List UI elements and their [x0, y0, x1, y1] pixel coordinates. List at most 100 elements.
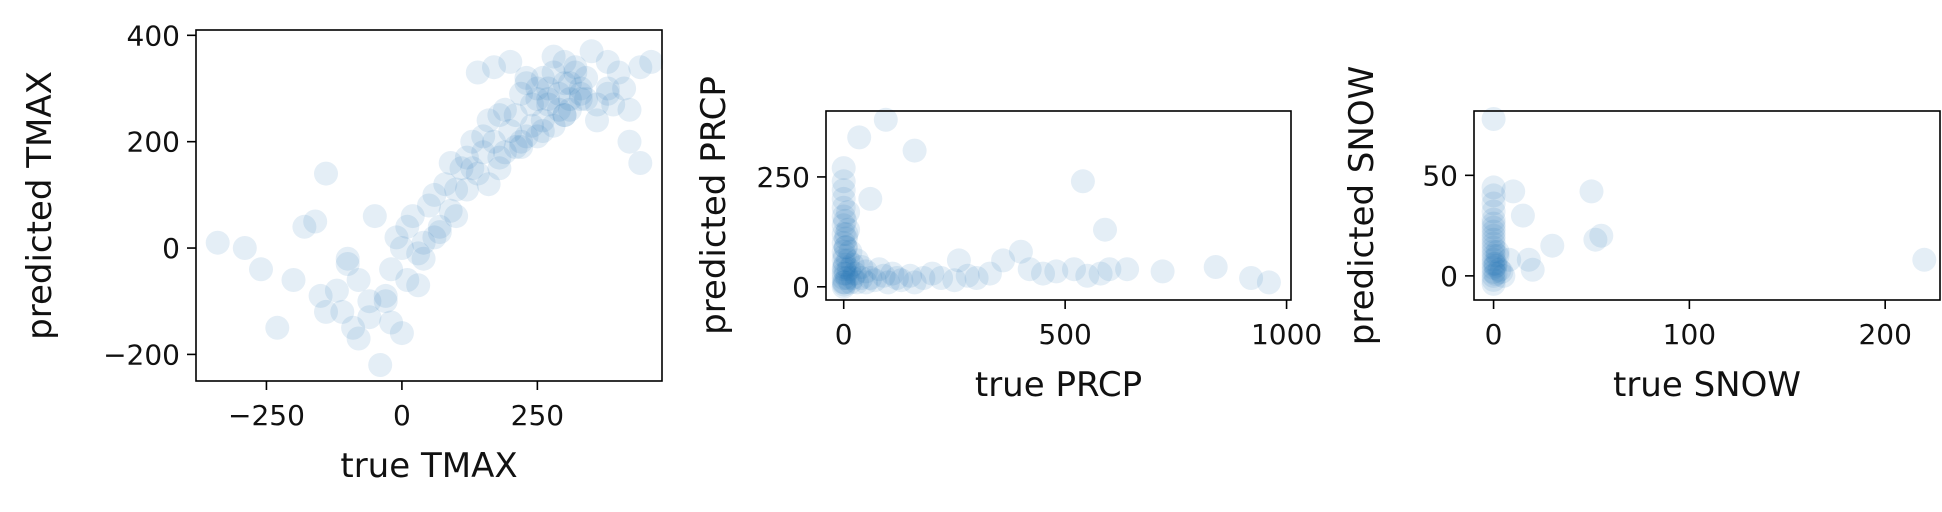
prcp-data-point	[831, 169, 856, 194]
prcp-data-point	[862, 268, 887, 293]
tmax-data-point	[639, 49, 664, 74]
tmax-x-tick-label: −250	[228, 399, 305, 432]
prcp-data-point	[847, 125, 872, 150]
prcp-data-point	[831, 248, 856, 273]
tmax-data-point	[384, 225, 409, 250]
snow-data-point	[1481, 175, 1506, 200]
prcp-data-point	[1070, 169, 1095, 194]
prcp-y-axis-label: predicted PRCP	[694, 76, 734, 335]
tmax-data-point	[557, 71, 582, 96]
prcp-data-point	[1150, 259, 1175, 284]
prcp-y-tick-label: 250	[757, 161, 810, 194]
tmax-data-point	[547, 97, 571, 122]
snow-scatter-panel: 0 100 200 0 50 true SNOW predicted SNOW	[1342, 66, 1941, 405]
snow-data-point	[1481, 199, 1506, 224]
tmax-data-point	[368, 353, 393, 377]
prcp-y-tick-label: 0	[792, 271, 810, 304]
tmax-data-point	[471, 124, 496, 149]
prcp-data-point	[836, 217, 861, 242]
tmax-data-point	[232, 236, 257, 260]
tmax-data-point	[444, 177, 469, 202]
tmax-data-point	[281, 268, 306, 292]
tmax-data-point	[449, 156, 474, 181]
snow-data-point	[1481, 191, 1506, 216]
tmax-data-point	[492, 97, 517, 122]
tmax-data-point	[536, 87, 561, 112]
tmax-data-point	[482, 55, 506, 80]
snow-y-axis-label: predicted SNOW	[1342, 66, 1382, 346]
prcp-data-point	[955, 263, 980, 288]
prcp-data-point	[842, 261, 867, 286]
prcp-data-point	[1031, 261, 1055, 286]
prcp-data-point	[853, 270, 878, 295]
tmax-data-point	[514, 124, 539, 149]
prcp-data-point	[831, 239, 856, 264]
tmax-y-tick-label: 400	[127, 19, 180, 52]
prcp-data-point	[845, 248, 869, 273]
snow-data-point	[1501, 179, 1526, 204]
tmax-data-point	[606, 60, 631, 85]
snow-data-point	[1483, 251, 1508, 276]
prcp-data-point	[845, 270, 869, 295]
prcp-data-point	[902, 270, 927, 295]
snow-data-point	[1579, 179, 1604, 204]
tmax-data-point	[617, 129, 642, 154]
tmax-data-point	[568, 76, 593, 101]
tmax-data-point	[411, 230, 436, 255]
snow-data-point	[1481, 207, 1506, 232]
snow-data-point	[1912, 247, 1937, 272]
tmax-data-point	[487, 156, 512, 181]
tmax-data-point	[406, 241, 431, 266]
prcp-data-point	[1017, 257, 1042, 282]
prcp-data-point	[946, 248, 971, 273]
prcp-data-point	[833, 226, 858, 251]
tmax-data-point	[314, 161, 338, 186]
prcp-data-point	[920, 261, 945, 286]
prcp-data-point	[858, 266, 883, 290]
prcp-data-point	[849, 255, 874, 279]
tmax-data-point	[395, 268, 420, 292]
tmax-data-point	[265, 315, 290, 340]
tmax-data-point	[498, 49, 523, 74]
tmax-data-point	[530, 108, 555, 133]
prcp-data-point	[1062, 257, 1086, 282]
tmax-y-tick-label: 0	[162, 232, 180, 265]
prcp-scatter-panel: 0 500 1000 0 250 true PRCP predicted PRCP	[694, 76, 1322, 405]
snow-data-point	[1510, 203, 1535, 228]
tmax-data-point	[373, 283, 398, 308]
tmax-data-point	[552, 103, 577, 128]
prcp-data-point	[977, 261, 1002, 286]
prcp-data-point	[831, 274, 856, 299]
prcp-data-point	[964, 266, 989, 290]
tmax-data-point	[389, 236, 414, 260]
tmax-data-point	[465, 161, 490, 186]
snow-data-point	[1481, 239, 1506, 264]
snow-data-point	[1487, 257, 1512, 282]
tmax-data-point	[314, 299, 338, 324]
tmax-data-point	[476, 108, 501, 133]
snow-data-point	[1481, 223, 1506, 248]
tmax-data-point	[595, 49, 620, 74]
tmax-data-point	[520, 113, 544, 138]
tmax-data-point	[444, 204, 469, 229]
tmax-data-point	[557, 87, 582, 112]
snow-x-axis-label: true SNOW	[1613, 365, 1801, 405]
snow-data-point	[1481, 211, 1506, 236]
tmax-data-point	[341, 315, 366, 340]
tmax-data-point	[541, 44, 566, 69]
snow-data-point	[1520, 257, 1545, 282]
prcp-data-point	[1093, 217, 1117, 242]
tmax-data-point	[617, 97, 642, 122]
prcp-data-point	[889, 268, 914, 293]
tmax-data-point	[460, 156, 485, 181]
prcp-data-point	[831, 204, 856, 229]
tmax-data-point	[487, 103, 512, 128]
prcp-data-point	[1008, 239, 1033, 264]
tmax-data-point	[628, 55, 653, 80]
tmax-data-point	[568, 81, 593, 106]
prcp-data-point	[1256, 270, 1281, 295]
tmax-data-point	[460, 129, 485, 154]
tmax-data-point	[373, 289, 398, 314]
tmax-data-point	[509, 81, 534, 106]
tmax-data-point	[395, 214, 420, 239]
